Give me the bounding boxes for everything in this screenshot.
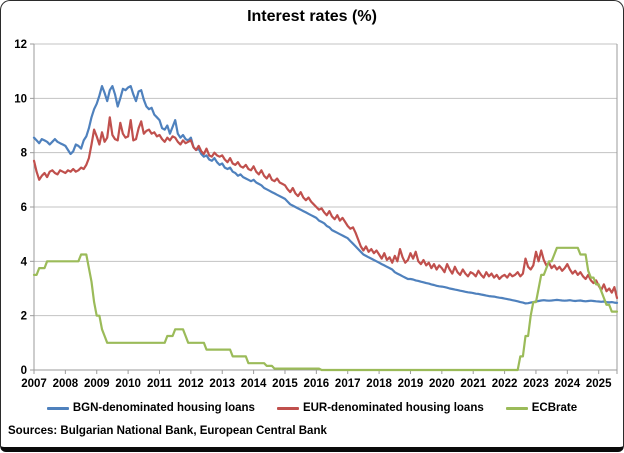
x-axis-label: 2010: [115, 378, 141, 390]
series-line-ecb: [32, 246, 619, 372]
x-axis-label: 2025: [586, 378, 612, 390]
x-axis-label: 2012: [178, 378, 204, 390]
y-axis-label: 2: [21, 311, 27, 323]
x-axis-label: 2022: [492, 378, 518, 390]
x-axis-label: 2014: [241, 378, 267, 390]
legend-item-bgn: BGN-denominated housing loans: [46, 402, 255, 414]
y-axis-label: 0: [21, 365, 27, 377]
y-axis-label: 8: [21, 148, 28, 160]
y-axis-label: 12: [14, 39, 27, 51]
legend-label-bgn: BGN-denominated housing loans: [72, 402, 255, 414]
x-axis-label: 2011: [147, 378, 173, 390]
legend-item-ecb: ECBrate: [505, 402, 578, 414]
y-axis-label: 6: [21, 202, 27, 214]
x-axis-label: 2009: [84, 378, 110, 390]
x-axis-label: 2024: [555, 378, 581, 390]
x-axis-label: 2019: [398, 378, 424, 390]
x-axis-label: 2013: [209, 378, 235, 390]
legend-label-ecb: ECBrate: [531, 402, 578, 414]
y-axis-label: 10: [14, 93, 27, 105]
bgn-line-swatch-icon: [46, 406, 69, 410]
x-axis-label: 2023: [523, 378, 549, 390]
chart-title: Interest rates (%): [247, 8, 377, 25]
interest-rates-chart: 0 2 4 6 8 10 12 2007 2008 2009 2010 2011 2012 2013 201…: [14, 39, 619, 390]
ecb-line-swatch-icon: [505, 406, 528, 410]
x-axis-label: 2021: [460, 378, 486, 390]
x-axis-label: 2020: [429, 378, 455, 390]
sources-note: Sources: Bulgarian National Bank, Europe…: [8, 425, 327, 437]
x-axis-label: 2015: [272, 378, 298, 390]
x-axis-label: 2018: [366, 378, 392, 390]
chart-legend: BGN-denominated housing loans EUR-denomi…: [1, 402, 623, 414]
legend-item-eur: EUR-denominated housing loans: [276, 402, 484, 414]
x-axis-label: 2008: [53, 378, 79, 390]
series-line-bgn: [32, 84, 619, 305]
legend-label-eur: EUR-denominated housing loans: [302, 402, 484, 414]
series-line-eur: [32, 116, 619, 300]
x-axis-label: 2016: [304, 378, 330, 390]
x-axis-label: 2007: [21, 378, 47, 390]
y-axis-label: 4: [21, 256, 28, 268]
eur-line-swatch-icon: [276, 406, 299, 410]
x-axis-label: 2017: [335, 378, 361, 390]
